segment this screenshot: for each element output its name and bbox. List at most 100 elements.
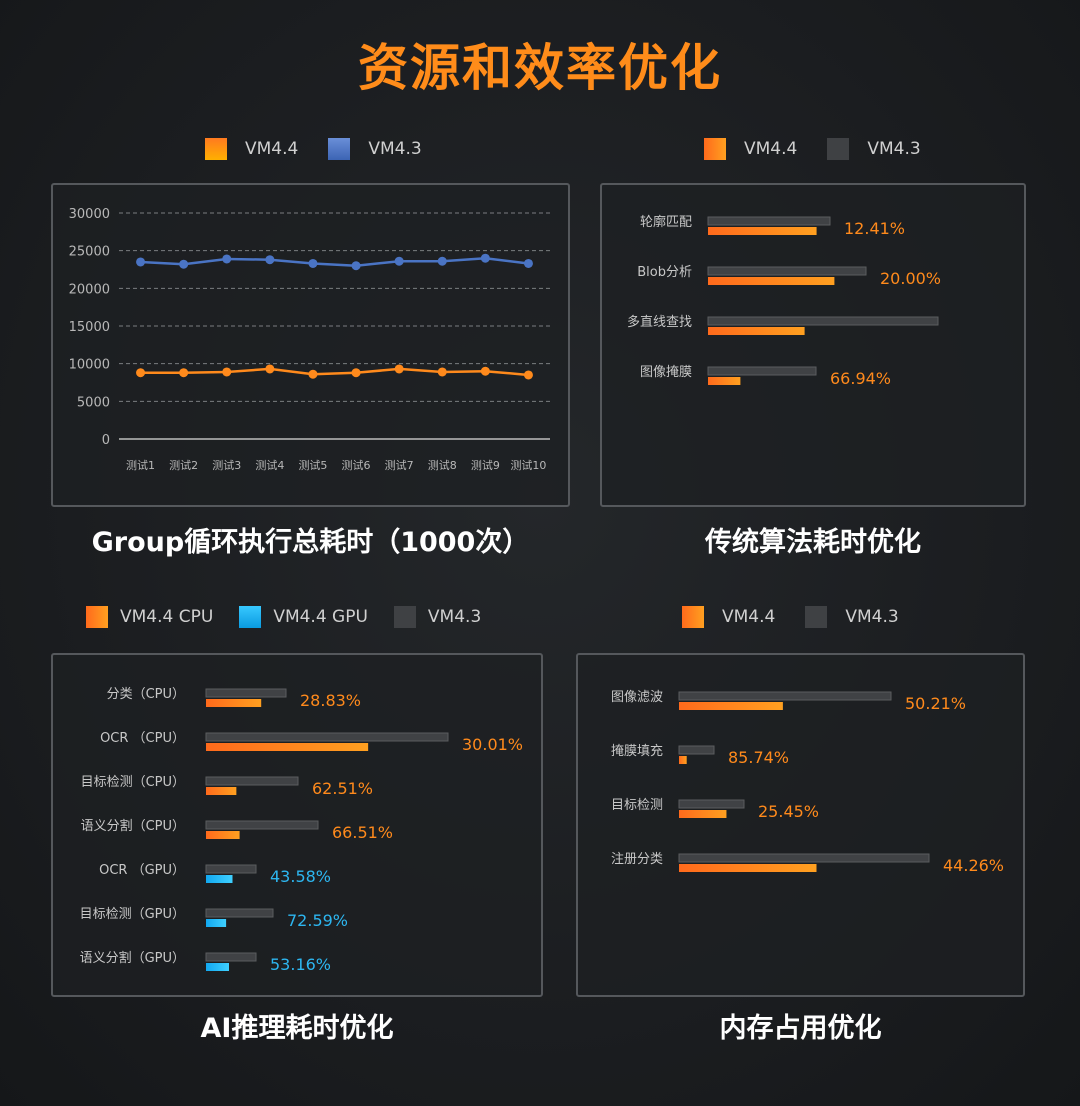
row-label: Blob分析	[637, 265, 692, 280]
legend-label: VM4.4	[245, 139, 299, 159]
data-point	[265, 255, 275, 265]
y-tick-label: 20000	[69, 282, 110, 297]
series-line-VM4.4	[140, 367, 529, 377]
data-point	[351, 368, 361, 378]
series-line-VM4.3	[140, 256, 529, 267]
data-point	[179, 259, 189, 269]
x-tick-label: 测试1	[126, 459, 155, 472]
bar-vm43	[678, 745, 715, 755]
row-label: OCR （CPU）	[100, 731, 185, 746]
bar-vm44	[206, 743, 369, 751]
x-tick-label: 测试2	[169, 459, 198, 472]
bar-vm43	[205, 952, 257, 962]
bar-vm44	[679, 702, 783, 710]
memory-bar-chart: 图像滤波 50.21% 掩膜填充 85.74% 目标检测 25.45% 注册分类 44.26%	[611, 690, 1004, 875]
pct-label: 20.00%	[880, 269, 941, 288]
bar-vm43	[707, 266, 867, 276]
row-label: 图像滤波	[611, 690, 663, 705]
bar-vm44	[708, 277, 835, 285]
data-point	[179, 368, 189, 378]
bar-vm43	[205, 732, 449, 742]
pct-label: 53.16%	[270, 955, 331, 974]
page-title: 资源和效率优化	[358, 39, 722, 97]
legend-item-vm43: VM4.3	[393, 606, 482, 628]
ai-bar-chart: 分类（CPU） 28.83% OCR （CPU） 30.01% 目标检测（CPU） 62.…	[80, 687, 523, 974]
bar-vm44	[708, 377, 741, 385]
legend-item-vm44: VM4.4	[682, 606, 775, 628]
legend-group-loop: VM4.4 VM4.3	[205, 138, 422, 160]
row-label: 分类（CPU）	[107, 687, 185, 702]
bar-vm43	[205, 820, 319, 830]
legend-traditional: VM4.4 VM4.3	[704, 138, 921, 160]
legend-label: VM4.4	[744, 139, 798, 159]
bar-vm43	[205, 688, 287, 698]
legend-label: VM4.4 GPU	[273, 607, 368, 627]
line-chart: 0 5000 10000 15000 20000 25000 30000 测试1 测试2 测试3 测…	[69, 207, 550, 472]
data-point	[222, 367, 232, 377]
legend-swatch-gray	[393, 606, 416, 628]
data-point	[136, 368, 146, 378]
data-point	[222, 254, 232, 264]
bar-vm44	[206, 875, 233, 883]
bar-vm43	[205, 864, 257, 874]
legend-swatch-blue	[328, 138, 351, 160]
data-point	[480, 253, 490, 263]
bar-vm44	[679, 810, 727, 818]
pct-label: 62.51%	[312, 779, 373, 798]
bar-vm43	[707, 216, 831, 226]
legend-swatch-orange	[205, 138, 227, 160]
legend-swatch-cyan	[239, 606, 262, 628]
legend-label: VM4.3	[427, 607, 482, 627]
x-tick-label: 测试8	[428, 459, 457, 472]
pct-label: 30.01%	[462, 735, 523, 754]
caption-traditional: 传统算法耗时优化	[705, 527, 921, 558]
row-label: 注册分类	[611, 852, 663, 867]
legend-item-vm43: VM4.3	[805, 606, 899, 628]
legend-item-gpu: VM4.4 GPU	[239, 606, 368, 628]
pct-label: 66.51%	[332, 823, 393, 842]
panel-ai: 分类（CPU） 28.83% OCR （CPU） 30.01% 目标检测（CPU） 62.…	[51, 653, 543, 997]
row-label: 图像掩膜	[640, 365, 692, 380]
x-tick-label: 测试4	[255, 459, 284, 472]
data-point	[351, 261, 361, 271]
row-label: 语义分割（GPU）	[80, 950, 185, 966]
pct-label: 66.94%	[830, 369, 891, 388]
data-point	[480, 366, 490, 376]
bar-vm44	[708, 227, 817, 235]
bar-vm44	[679, 756, 687, 764]
row-label: 掩膜填充	[611, 743, 663, 759]
bar-vm43	[205, 776, 299, 786]
y-tick-label: 15000	[69, 320, 110, 335]
panel-traditional: 轮廓匹配 12.41% Blob分析 20.00% 多直线查找 图像掩膜 66.94%	[600, 183, 1026, 507]
data-point	[394, 256, 404, 266]
bar-vm43	[707, 366, 817, 376]
bar-vm43	[678, 799, 745, 809]
pct-label: 44.26%	[943, 856, 1004, 875]
caption-memory: 内存占用优化	[719, 1013, 882, 1044]
data-point	[437, 367, 447, 377]
legend-swatch-gray	[827, 138, 850, 160]
y-tick-label: 0	[102, 433, 110, 448]
legend-ai: VM4.4 CPU VM4.4 GPU VM4.3	[86, 606, 481, 628]
bar-vm44	[206, 699, 262, 707]
legend-label: VM4.4	[722, 607, 776, 627]
row-label: 语义分割（CPU）	[81, 818, 185, 834]
pct-label: 72.59%	[287, 911, 348, 930]
y-tick-label: 5000	[77, 395, 110, 410]
pct-label: 43.58%	[270, 867, 331, 886]
legend-item-vm43: VM4.3	[827, 138, 921, 160]
bar-vm43	[205, 908, 274, 918]
panel-memory: 图像滤波 50.21% 掩膜填充 85.74% 目标检测 25.45% 注册分类 44.26%	[576, 653, 1025, 997]
bar-vm44	[206, 831, 240, 839]
legend-label: VM4.3	[845, 607, 899, 627]
data-point	[394, 364, 404, 374]
legend-item-vm44: VM4.4	[205, 138, 298, 160]
bar-vm44	[206, 963, 229, 971]
row-label: 目标检测（GPU）	[80, 907, 185, 922]
row-label: 目标检测	[611, 798, 663, 813]
legend-label: VM4.4 CPU	[120, 607, 214, 627]
x-tick-label: 测试5	[298, 459, 327, 472]
row-label: 多直线查找	[627, 314, 692, 330]
caption-group-loop: Group循环执行总耗时（1000次）	[91, 527, 530, 558]
bar-vm43	[678, 853, 930, 863]
